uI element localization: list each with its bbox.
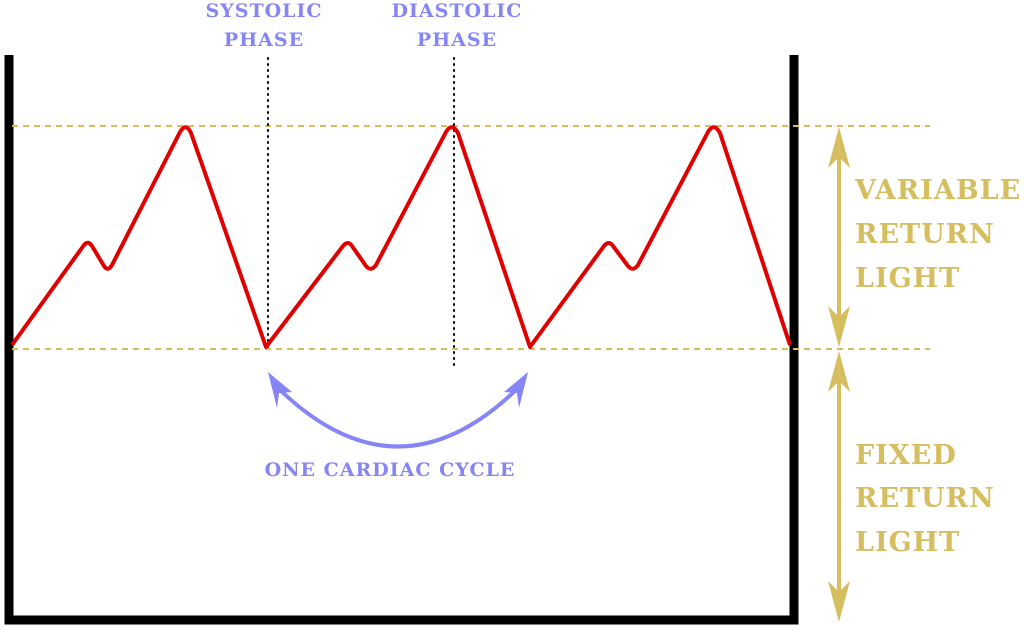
diastolic-label-line1: DIASTOLIC bbox=[392, 0, 523, 22]
arrowhead-down-icon bbox=[828, 581, 850, 622]
arrowhead-down-icon bbox=[828, 306, 850, 347]
cardiac-cycle-label: ONE CARDIAC CYCLE bbox=[265, 459, 516, 481]
systolic-label-line2: PHASE bbox=[224, 29, 304, 51]
arrowhead-up-icon bbox=[828, 127, 850, 168]
variable-label-line3: LIGHT bbox=[855, 263, 960, 294]
fixed-label-line3: LIGHT bbox=[855, 527, 960, 558]
arc-arrowhead-right-icon bbox=[504, 372, 528, 408]
container-outline bbox=[4, 55, 799, 625]
diastolic-label-line2: PHASE bbox=[417, 29, 497, 51]
cardiac-cycle-arc bbox=[276, 386, 520, 449]
systolic-label-line1: SYSTOLIC bbox=[205, 0, 322, 22]
arc-arrowhead-left-icon bbox=[268, 372, 292, 408]
arrowhead-up-icon bbox=[828, 351, 850, 392]
variable-label-line2: RETURN bbox=[855, 219, 995, 250]
variable-label-line1: VARIABLE bbox=[854, 175, 1021, 206]
fixed-label-line1: FIXED bbox=[855, 440, 957, 471]
ppg-waveform bbox=[10, 125, 792, 349]
fixed-label-line2: RETURN bbox=[855, 483, 995, 514]
